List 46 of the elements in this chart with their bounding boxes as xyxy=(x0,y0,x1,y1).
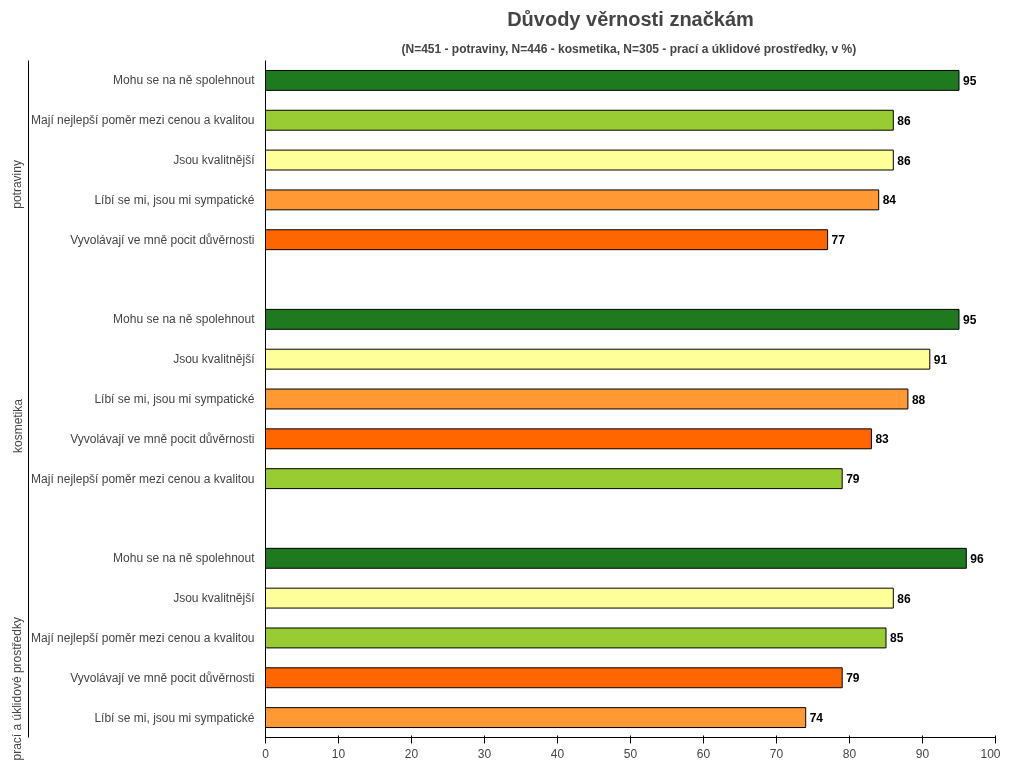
x-tick-label: 0 xyxy=(262,746,270,761)
y-tick-label: Mají nejlepší poměr mezi cenou a kvalitou xyxy=(31,113,255,128)
y-tick-label: Vyvolávají ve mně pocit důvěrnosti xyxy=(70,232,255,247)
data-label: 86 xyxy=(897,591,911,606)
y-tick-label: Líbí se mi, jsou mi sympatické xyxy=(94,392,255,406)
y-tick-label: Mohu se na ně spolehnout xyxy=(113,73,256,88)
x-tick-label: 10 xyxy=(331,746,346,761)
y-tick-label: Jsou kvalitnější xyxy=(173,352,256,367)
data-label: 77 xyxy=(831,233,846,248)
text: prací a úklidové prostředky xyxy=(10,617,25,761)
y-tick-label: Jsou kvalitnější xyxy=(173,591,256,606)
data-label: 86 xyxy=(897,153,911,168)
chart-subtitle: (N=451 - potraviny, N=446 - kosmetika, N=305 - prací a úklidové prostředky, v %) xyxy=(401,41,857,56)
data-label: 88 xyxy=(911,392,926,407)
data-label: 79 xyxy=(846,671,860,686)
y-tick-label: Vyvolávají ve mně pocit důvěrnosti xyxy=(70,431,255,446)
data-label: 91 xyxy=(933,352,948,367)
x-tick-label: 90 xyxy=(915,746,930,761)
x-tick-label: 80 xyxy=(842,746,857,761)
y-tick-label: Mohu se na ně spolehnout xyxy=(113,312,256,327)
y-tick-label: Vyvolávají ve mně pocit důvěrnosti xyxy=(70,670,255,685)
x-tick-label: 50 xyxy=(623,746,638,761)
y-tick-label: Jsou kvalitnější xyxy=(173,153,256,168)
data-label: 95 xyxy=(963,312,977,327)
x-tick-label: 30 xyxy=(477,746,492,761)
x-tick-label: 70 xyxy=(769,746,784,761)
data-label: 83 xyxy=(875,432,890,447)
text: kosmetika xyxy=(10,398,25,454)
chart-title: Důvody věrnosti značkám xyxy=(507,7,754,30)
text: potraviny xyxy=(10,160,25,209)
data-label: 84 xyxy=(882,193,897,208)
y-tick-label: Mají nejlepší poměr mezi cenou a kvalitou xyxy=(31,471,255,486)
y-tick-label: Líbí se mi, jsou mi sympatické xyxy=(94,710,255,725)
data-label: 79 xyxy=(846,472,860,487)
data-label: 85 xyxy=(890,631,904,646)
y-tick-label: Líbí se mi, jsou mi sympatické xyxy=(94,192,255,207)
y-tick-label: Mohu se na ně spolehnout xyxy=(113,551,256,566)
x-tick-label: 40 xyxy=(550,746,565,761)
data-label: 86 xyxy=(897,113,911,128)
data-label: 95 xyxy=(963,73,977,88)
data-label: 74 xyxy=(809,711,824,726)
data-label: 96 xyxy=(970,551,984,566)
x-tick-label: 60 xyxy=(696,746,711,761)
x-tick-label: 100 xyxy=(980,746,1001,761)
x-tick-label: 20 xyxy=(404,746,419,761)
y-tick-label: Mají nejlepší poměr mezi cenou a kvalitou xyxy=(31,630,255,645)
